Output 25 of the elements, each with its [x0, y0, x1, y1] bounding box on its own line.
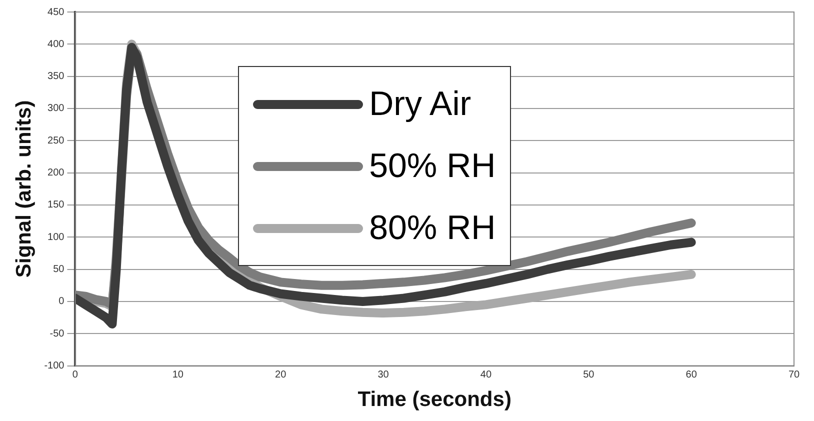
x-tick-label: 50 — [583, 370, 595, 381]
legend-label: Dry Air — [369, 84, 472, 124]
y-tick-label: 100 — [48, 232, 65, 243]
x-tick-label: 20 — [275, 370, 287, 381]
legend-label: 80% RH — [369, 208, 496, 248]
y-tick-label: 450 — [48, 6, 65, 18]
x-axis-title: Time (seconds) — [358, 388, 512, 412]
y-tick-label: 300 — [48, 103, 65, 114]
y-tick-label: 350 — [48, 71, 65, 82]
y-tick-label: 0 — [58, 296, 65, 308]
x-tick-label: 10 — [172, 370, 184, 381]
y-tick-label: 250 — [48, 135, 65, 146]
x-tick-label: 0 — [72, 370, 78, 381]
y-tick-label: -50 — [50, 328, 65, 340]
y-tick-label: 50 — [53, 264, 65, 276]
x-tick-label: 40 — [480, 370, 492, 381]
y-axis-title: Signal (arb. units) — [12, 100, 36, 278]
y-tick-label: 400 — [48, 38, 65, 50]
y-tick-label: -100 — [44, 360, 65, 372]
x-tick-label: 70 — [788, 370, 800, 381]
x-tick-label: 60 — [686, 370, 698, 381]
y-tick-label: 150 — [48, 200, 65, 211]
x-tick-label: 30 — [378, 370, 390, 381]
y-tick-label: 200 — [48, 168, 65, 179]
legend-label: 50% RH — [369, 146, 496, 186]
